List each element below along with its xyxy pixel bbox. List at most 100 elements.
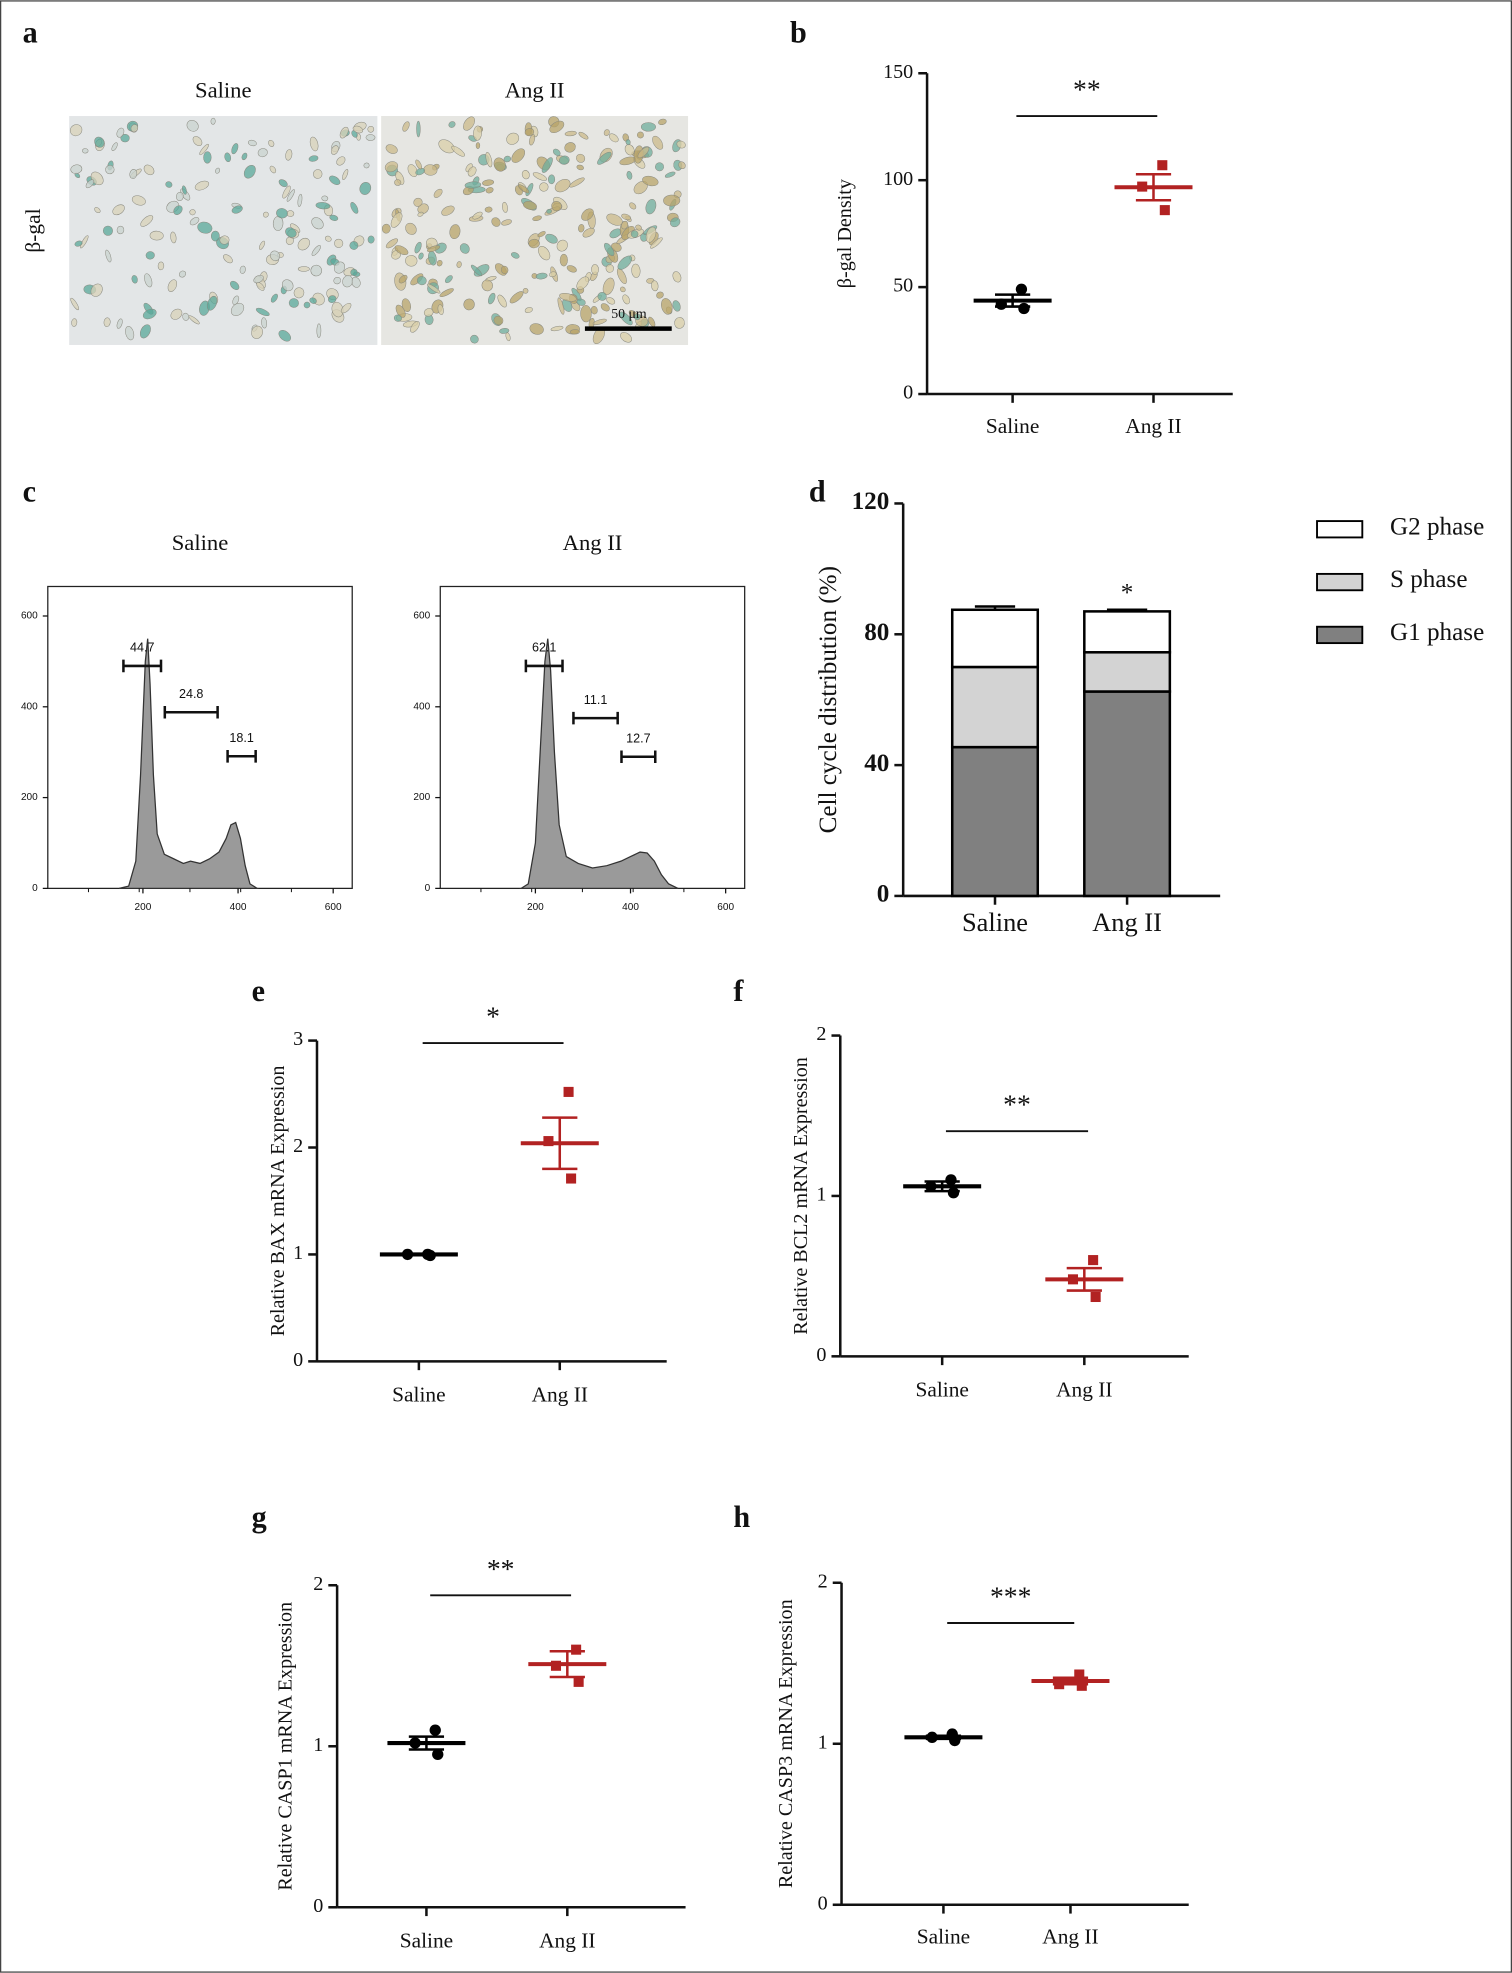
cell bbox=[288, 298, 299, 308]
cell bbox=[564, 130, 577, 137]
data-point bbox=[925, 1180, 937, 1192]
y-tick-label: 2 bbox=[818, 1570, 828, 1592]
cell bbox=[210, 230, 220, 242]
bar-segment bbox=[1083, 610, 1172, 654]
cell bbox=[189, 209, 196, 216]
y-axis-label: Relative BCL2 mRNA Expression bbox=[790, 1057, 812, 1335]
cell bbox=[178, 270, 187, 278]
histogram-area bbox=[119, 638, 260, 890]
cell bbox=[333, 261, 346, 274]
cell bbox=[69, 124, 83, 137]
cell bbox=[621, 213, 631, 221]
cell bbox=[395, 304, 406, 318]
data-point bbox=[949, 1734, 961, 1747]
cell bbox=[257, 148, 268, 158]
cell bbox=[186, 119, 199, 132]
x-tick-label: 400 bbox=[230, 902, 247, 913]
cell bbox=[532, 172, 547, 181]
cell bbox=[535, 272, 548, 280]
cell bbox=[597, 151, 612, 165]
cell bbox=[188, 315, 200, 325]
cell bbox=[328, 295, 337, 303]
data-point bbox=[1067, 1274, 1079, 1285]
cell bbox=[631, 263, 641, 278]
y-axis-label: Relative BAX mRNA Expression bbox=[267, 1066, 289, 1337]
data-point bbox=[432, 1748, 444, 1760]
legend-swatch bbox=[1316, 520, 1364, 539]
cell bbox=[94, 136, 105, 148]
x-tick-label: 200 bbox=[135, 902, 152, 913]
cell bbox=[330, 145, 339, 155]
cell bbox=[405, 255, 418, 267]
cell bbox=[576, 276, 590, 290]
x-tick-label: Ang II bbox=[1056, 1377, 1112, 1401]
y-tick-label: 200 bbox=[413, 792, 430, 803]
cell bbox=[285, 149, 293, 161]
data-point bbox=[926, 1731, 938, 1743]
cell bbox=[329, 214, 339, 221]
cell bbox=[131, 195, 146, 206]
cell bbox=[297, 193, 303, 207]
data-point bbox=[1015, 283, 1028, 295]
cell bbox=[549, 271, 557, 278]
cell bbox=[352, 125, 364, 134]
cell bbox=[340, 302, 352, 314]
cell bbox=[576, 164, 584, 171]
gate-label: 24.8 bbox=[179, 687, 203, 701]
cell bbox=[384, 161, 399, 173]
cell bbox=[308, 155, 319, 162]
cell bbox=[522, 288, 529, 294]
y-tick-label: 400 bbox=[21, 701, 38, 712]
cell bbox=[625, 139, 631, 146]
gate bbox=[226, 749, 257, 763]
histogram-area bbox=[518, 638, 679, 890]
cell bbox=[192, 136, 203, 146]
cell bbox=[349, 241, 359, 250]
panel-letter: f bbox=[733, 974, 744, 1008]
cell bbox=[559, 253, 568, 267]
cell bbox=[321, 195, 329, 202]
data-point bbox=[563, 1086, 574, 1097]
data-point bbox=[1018, 302, 1030, 315]
cell bbox=[281, 279, 294, 292]
cell bbox=[500, 265, 509, 275]
cell bbox=[636, 131, 644, 139]
column-label: Ang II bbox=[505, 77, 565, 102]
cell bbox=[401, 298, 411, 313]
cell bbox=[550, 325, 564, 332]
y-tick-label: 0 bbox=[293, 1349, 303, 1371]
cell bbox=[247, 139, 257, 147]
x-tick-label: Saline bbox=[915, 1377, 968, 1401]
y-tick-label: 1 bbox=[313, 1734, 323, 1756]
cell bbox=[518, 184, 530, 194]
y-axis-label: Relative CASP1 mRNA Expression bbox=[274, 1602, 296, 1891]
y-tick-label: 200 bbox=[21, 792, 38, 803]
cell bbox=[315, 202, 331, 210]
cell bbox=[215, 167, 221, 174]
cell bbox=[676, 140, 686, 149]
cell bbox=[603, 129, 610, 136]
cell bbox=[398, 274, 408, 284]
cell bbox=[144, 273, 153, 288]
cell bbox=[413, 197, 423, 207]
x-tick-label: 400 bbox=[622, 902, 639, 913]
x-tick-label: Ang II bbox=[1125, 414, 1181, 438]
gate bbox=[524, 659, 564, 673]
gate-label: 11.1 bbox=[584, 693, 608, 707]
y-tick-label: 0 bbox=[313, 1895, 323, 1917]
cell bbox=[105, 249, 112, 263]
y-tick-label: 80 bbox=[864, 619, 889, 646]
cell bbox=[619, 311, 633, 326]
cell bbox=[559, 292, 577, 302]
x-tick-label: Saline bbox=[986, 414, 1039, 438]
cell bbox=[566, 265, 577, 273]
cell bbox=[316, 323, 322, 338]
cell bbox=[491, 217, 501, 227]
data-point bbox=[566, 1173, 577, 1184]
significance-label: *** bbox=[990, 1580, 1031, 1611]
cell bbox=[393, 314, 402, 322]
cell bbox=[487, 292, 496, 305]
cell bbox=[537, 231, 546, 238]
plot-title: Ang II bbox=[563, 530, 623, 555]
cell bbox=[473, 125, 482, 141]
